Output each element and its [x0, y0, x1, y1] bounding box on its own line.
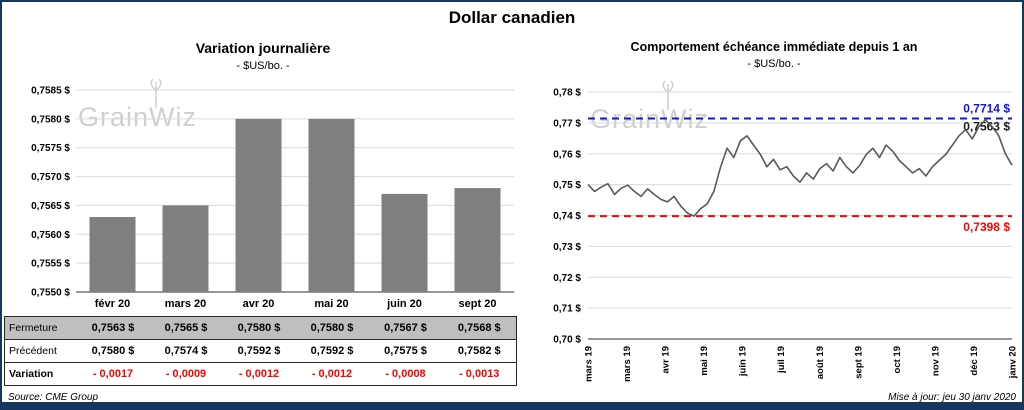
svg-text:0,73 $: 0,73 $: [553, 242, 581, 253]
table-cell: 0,7567 $: [368, 316, 443, 340]
table-cell: 0,7580 $: [295, 316, 369, 340]
updated-note: Mise à jour: jeu 30 janv 2020: [888, 392, 1016, 403]
line-chart-title: Comportement échéance immédiate depuis 1…: [630, 40, 918, 54]
month-label: mars 20: [164, 298, 207, 310]
bar: [381, 193, 428, 292]
bar: [308, 118, 355, 293]
table-cell: - 0,0012: [222, 362, 296, 386]
bar-chart-x-labels: févr 20 mars 20 avr 20 mai 20 juin 20 se…: [76, 298, 514, 310]
table-cell: 0,7568 $: [442, 316, 517, 340]
one-year-panel: Comportement échéance immédiate depuis 1…: [526, 34, 1022, 403]
bar: [454, 188, 501, 292]
table-cell: 0,7592 $: [222, 339, 296, 363]
svg-text:0,77 $: 0,77 $: [553, 118, 581, 129]
table-cell: - 0,0012: [295, 362, 369, 386]
bar-chart-subtitle: - $US/bo. -: [236, 60, 290, 72]
table-cell: 0,7565 $: [149, 316, 223, 340]
svg-text:0,74 $: 0,74 $: [553, 211, 581, 222]
svg-text:0,75 $: 0,75 $: [553, 180, 581, 191]
bar: [235, 118, 282, 293]
svg-text:juin 19: juin 19: [738, 346, 749, 377]
svg-text:janv 20: janv 20: [1008, 346, 1019, 379]
high-label: 0,7714 $: [963, 102, 1010, 116]
month-label: avr 20: [242, 298, 275, 310]
table-cell: 0,7580 $: [76, 339, 150, 363]
svg-text:0,70 $: 0,70 $: [553, 335, 581, 346]
price-table: Fermeture 0,7563 $ 0,7565 $ 0,7580 $ 0,7…: [4, 316, 517, 386]
table-cell: 0,7563 $: [76, 316, 150, 340]
month-label: févr 20: [94, 298, 131, 310]
svg-text:0,76 $: 0,76 $: [553, 149, 581, 160]
bar: [162, 205, 209, 292]
svg-text:0,7585 $: 0,7585 $: [31, 86, 70, 97]
daily-variation-panel: Variation journalière - $US/bo. - GrainW…: [4, 34, 522, 403]
last-label: 0,7563 $: [963, 120, 1010, 134]
svg-text:avr 19: avr 19: [661, 346, 672, 373]
table-cell: 0,7580 $: [222, 316, 296, 340]
table-cell: 0,7574 $: [149, 339, 223, 363]
month-label: sept 20: [458, 298, 497, 310]
svg-text:0,7575 $: 0,7575 $: [31, 143, 70, 154]
line-chart-svg: 0,70 $ 0,71 $ 0,72 $ 0,73 $ 0,74 $ 0,75 $ 0,76…: [553, 88, 1019, 382]
row-label: Fermeture: [4, 316, 77, 340]
table-cell: 0,7592 $: [295, 339, 369, 363]
svg-text:mai 19: mai 19: [699, 346, 710, 376]
grainwiz-watermark: GrainWiz: [78, 78, 198, 133]
page-title: Dollar canadien: [448, 8, 576, 27]
table-row-variation: Variation - 0,0017 - 0,0009 - 0,0012 - 0…: [4, 362, 517, 386]
svg-text:nov 19: nov 19: [930, 346, 941, 376]
table-cell: 0,7575 $: [368, 339, 443, 363]
table-cell: - 0,0009: [149, 362, 223, 386]
svg-text:oct 19: oct 19: [892, 346, 903, 373]
svg-text:0,7550 $: 0,7550 $: [31, 288, 70, 299]
bar-chart-svg: 0,7550 $ 0,7555 $ 0,7560 $ 0,7565 $ 0,7570 $…: [31, 86, 514, 299]
svg-text:août 19: août 19: [815, 346, 826, 379]
svg-text:0,7580 $: 0,7580 $: [31, 114, 70, 125]
low-label: 0,7398 $: [963, 220, 1010, 234]
row-label: Variation: [4, 362, 77, 386]
wheat-stalk-icon: [662, 80, 674, 110]
table-cell: - 0,0017: [76, 362, 150, 386]
svg-text:0,72 $: 0,72 $: [553, 273, 581, 284]
source-note: Source: CME Group: [8, 392, 99, 403]
table-cell: - 0,0008: [368, 362, 443, 386]
svg-text:0,7555 $: 0,7555 $: [31, 259, 70, 270]
svg-text:mars 19: mars 19: [584, 346, 595, 382]
svg-text:sept 19: sept 19: [853, 346, 864, 379]
table-cell: - 0,0013: [442, 362, 517, 386]
price-series: [587, 118, 1013, 217]
line-chart-subtitle: - $US/bo. -: [747, 58, 801, 70]
table-row-fermeture: Fermeture 0,7563 $ 0,7565 $ 0,7580 $ 0,7…: [4, 316, 517, 340]
svg-text:0,71 $: 0,71 $: [553, 304, 581, 315]
svg-text:juil 19: juil 19: [776, 346, 787, 374]
svg-text:0,78 $: 0,78 $: [553, 88, 581, 99]
bar-chart-title: Variation journalière: [195, 40, 331, 56]
bar: [89, 217, 136, 292]
month-label: juin 20: [387, 298, 422, 310]
svg-text:mars 19: mars 19: [622, 346, 633, 382]
svg-text:0,7560 $: 0,7560 $: [31, 230, 70, 241]
watermark-text: GrainWiz: [78, 102, 198, 132]
svg-text:0,7570 $: 0,7570 $: [31, 172, 70, 183]
table-cell: 0,7582 $: [442, 339, 517, 363]
month-label: mai 20: [314, 298, 349, 310]
table-row-precedent: Précédent 0,7580 $ 0,7574 $ 0,7592 $ 0,7…: [4, 339, 517, 363]
wheat-stalk-icon: [150, 78, 162, 108]
row-label: Précédent: [4, 339, 77, 363]
svg-text:déc 19: déc 19: [969, 346, 980, 376]
svg-text:0,7565 $: 0,7565 $: [31, 201, 70, 212]
